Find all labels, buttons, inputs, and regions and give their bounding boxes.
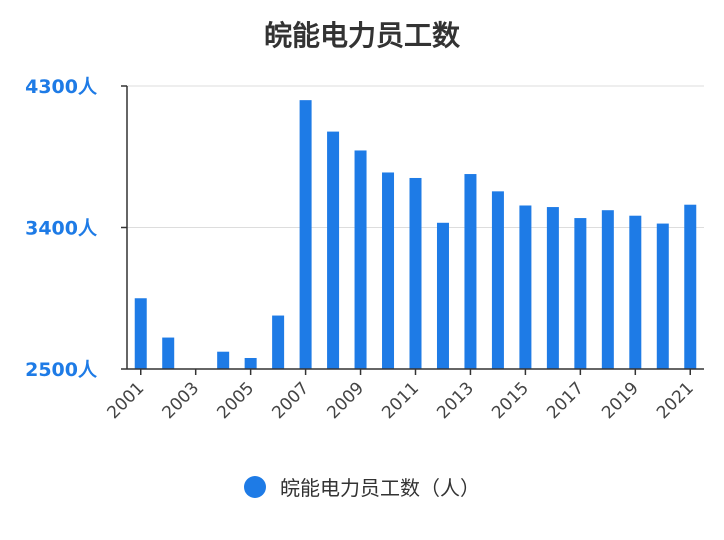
x-tick-label: 2019 — [598, 378, 643, 423]
bar — [354, 150, 367, 369]
legend-label: 皖能电力员工数（人） — [280, 476, 480, 500]
bar — [546, 207, 559, 369]
bar — [162, 337, 175, 369]
bar — [244, 357, 257, 369]
y-tick-label: 3400人 — [25, 218, 98, 240]
x-tick-label: 2013 — [433, 378, 478, 423]
x-tick-label: 2007 — [268, 378, 313, 423]
x-tick-label: 2011 — [378, 378, 423, 423]
bar — [382, 172, 395, 369]
x-tick-label: 2005 — [213, 378, 258, 423]
x-tick-label: 2003 — [158, 378, 203, 423]
bar — [436, 222, 449, 369]
x-tick-label: 2021 — [653, 378, 698, 423]
legend: 皖能电力员工数（人） — [0, 472, 724, 501]
x-tick-label: 2001 — [104, 378, 149, 423]
bar — [464, 174, 477, 369]
bar — [134, 298, 147, 369]
bar — [409, 177, 422, 369]
axes — [121, 85, 704, 375]
bars — [134, 100, 697, 370]
bar — [272, 315, 285, 369]
legend-swatch — [244, 475, 266, 498]
chart-title: 皖能电力员工数 — [263, 19, 460, 52]
x-tick-label: 2009 — [323, 378, 368, 423]
bar — [519, 205, 532, 369]
bar — [601, 210, 614, 369]
bar — [684, 204, 697, 369]
bar — [327, 131, 340, 369]
bar — [656, 223, 669, 369]
y-tick-label: 2500人 — [25, 359, 98, 381]
bar — [217, 351, 230, 369]
bar — [491, 191, 504, 369]
x-tick-label: 2015 — [488, 378, 533, 423]
y-tick-label: 4300人 — [25, 76, 98, 98]
bar — [629, 215, 642, 369]
x-tick-labels: 2001 2003 2005 2007 2009 2011 2013 2015 2017 2019… — [104, 378, 698, 423]
bar — [299, 100, 312, 370]
y-tick-labels: 2500人 3400人 4300人 — [25, 76, 98, 381]
bar — [574, 218, 587, 369]
x-tick-label: 2017 — [543, 378, 588, 423]
